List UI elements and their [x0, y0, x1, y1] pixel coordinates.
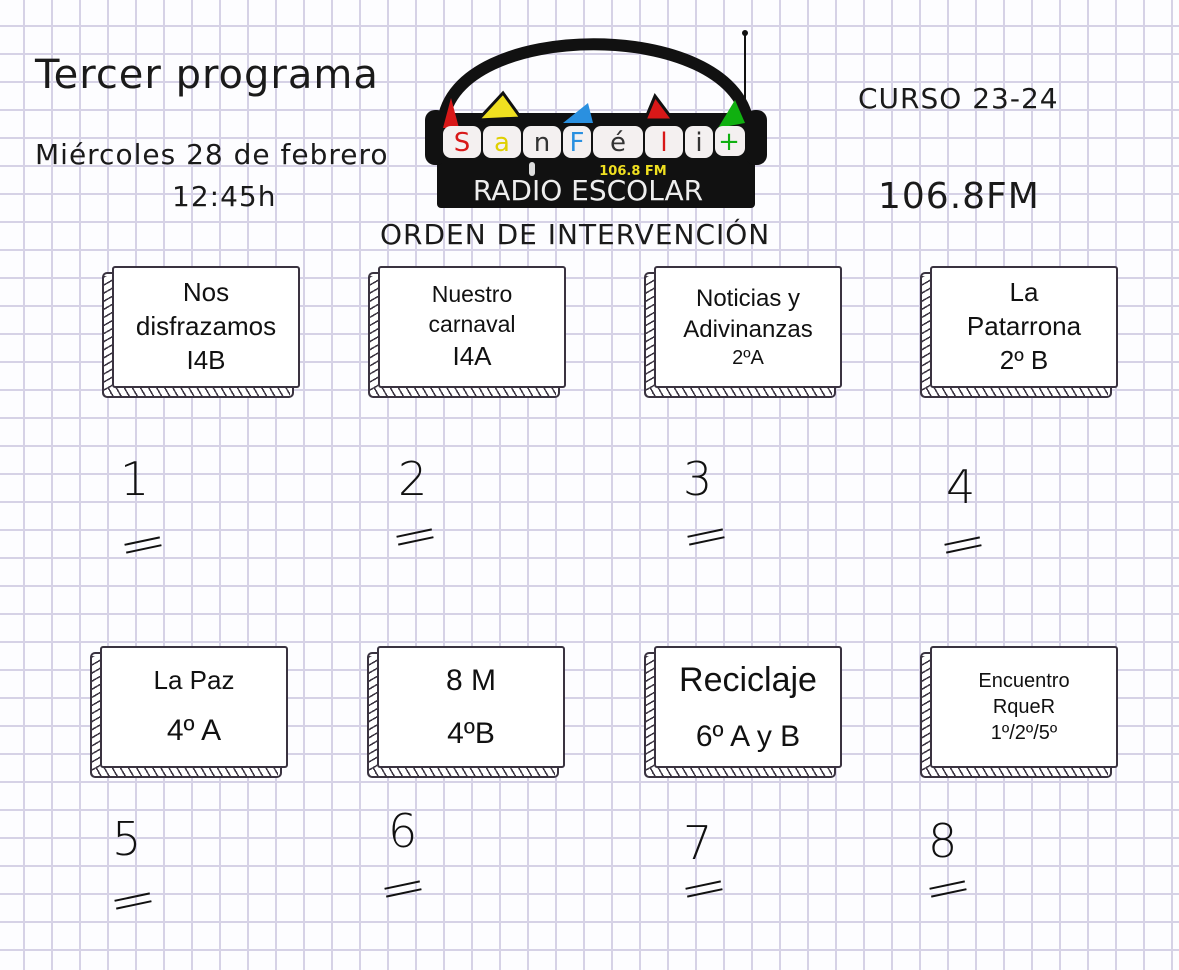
program-card: Nuestro carnaval I4A: [370, 266, 566, 396]
logo-letter: l: [660, 128, 667, 158]
logo-letter: n: [534, 128, 550, 158]
logo-letter: S: [454, 128, 471, 158]
order-number: 6: [388, 804, 418, 858]
subtitle: ORDEN DE INTERVENCIÓN: [380, 218, 771, 251]
card-title: disfrazamos: [135, 311, 277, 342]
card-title: Reciclaje: [679, 661, 817, 700]
program-card: La Patarrona 2º B: [922, 266, 1118, 396]
equals-mark: [685, 880, 723, 898]
card-shadow: [922, 768, 1108, 776]
card-class: 6º A y B: [695, 719, 801, 753]
card-shadow: [369, 656, 377, 774]
equals-mark: [114, 892, 152, 910]
equals-mark: [384, 880, 422, 898]
card-class: 4º A: [166, 714, 222, 748]
card-shadow: [92, 656, 100, 774]
card-class: 2º B: [999, 344, 1049, 375]
equals-mark: [124, 536, 162, 554]
equals-mark: [396, 528, 434, 546]
card-shadow: [646, 388, 832, 396]
card-shadow: [922, 276, 930, 394]
logo-letter: a: [494, 128, 510, 158]
card-shadow: [104, 388, 290, 396]
course: CURSO 23-24: [858, 82, 1059, 115]
logo-letter: +: [718, 127, 740, 157]
equals-mark: [944, 536, 982, 554]
order-number: 3: [683, 452, 713, 506]
card-title: Nuestro: [431, 281, 513, 308]
card-class: 2ºA: [732, 347, 764, 370]
frequency: 106.8FM: [878, 176, 1040, 217]
program-card: Nos disfrazamos I4B: [104, 266, 300, 396]
card-title: RqueR: [992, 696, 1056, 718]
order-number: 7: [683, 816, 713, 870]
program-card: 8 M 4ºB: [369, 646, 565, 776]
page-title: Tercer programa: [35, 52, 379, 98]
card-shadow: [92, 768, 278, 776]
card-class: I4B: [186, 344, 226, 375]
card-shadow: [369, 768, 555, 776]
card-title: Patarrona: [966, 311, 1082, 342]
program-card: Encuentro RqueR 1º/2º/5º: [922, 646, 1118, 776]
order-number: 4: [946, 460, 976, 514]
card-class: 4ºB: [447, 717, 495, 750]
card-title: Noticias y: [695, 284, 801, 312]
card-shadow: [646, 656, 654, 774]
card-shadow: [370, 276, 378, 394]
order-number: 5: [112, 812, 142, 866]
card-title: 8 M: [445, 664, 496, 697]
order-number: 2: [398, 452, 428, 506]
logo-letter: i: [695, 128, 702, 158]
card-shadow: [370, 388, 556, 396]
logo-letter: F: [570, 128, 585, 158]
card-shadow: [646, 276, 654, 394]
logo-frequency: 106.8 FM: [599, 164, 666, 179]
card-title: Nos: [182, 277, 230, 308]
card-shadow: [922, 388, 1108, 396]
logo-letter: é: [610, 128, 626, 158]
equals-mark: [687, 528, 725, 546]
card-title: La: [1009, 277, 1039, 308]
card-class: I4A: [452, 340, 492, 371]
order-number: 1: [120, 452, 150, 506]
card-title: Encuentro: [978, 670, 1070, 692]
order-number: 8: [928, 814, 958, 868]
card-title: La Paz: [153, 664, 235, 695]
card-shadow: [922, 656, 930, 774]
program-card: Noticias y Adivinanzas 2ºA: [646, 266, 842, 396]
equals-mark: [929, 880, 967, 898]
logo-name: RADIO ESCOLAR: [473, 174, 703, 207]
card-shadow: [646, 768, 832, 776]
date: Miércoles 28 de febrero: [35, 138, 389, 171]
radio-logo: S a n F é l i + 106.8 FM RADIO ESCOLAR: [425, 30, 767, 208]
card-title: carnaval: [428, 311, 516, 338]
card-shadow: [104, 276, 112, 394]
card-class: 1º/2º/5º: [990, 722, 1058, 744]
program-card: La Paz 4º A: [92, 646, 288, 776]
time: 12:45h: [172, 180, 277, 213]
program-card: Reciclaje 6º A y B: [646, 646, 842, 776]
card-title: Adivinanzas: [683, 316, 813, 343]
